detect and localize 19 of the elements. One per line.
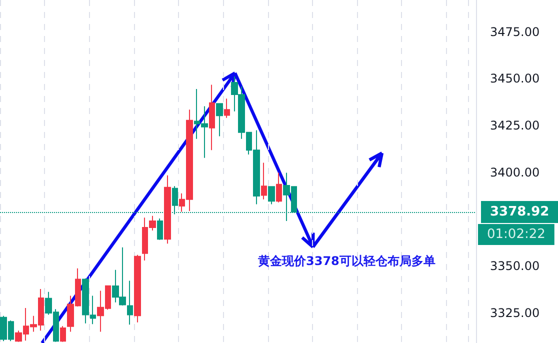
y-tick-label: 3475.00 <box>490 24 540 39</box>
text: 01:02:22 <box>487 226 546 242</box>
y-tick-label: 3400.00 <box>490 165 540 180</box>
candlestick <box>164 174 171 244</box>
candlestick <box>209 84 215 151</box>
y-tick-label: 3325.00 <box>490 306 540 320</box>
candlestick <box>276 172 282 203</box>
annotation: 黄金现价3378可以轻仓布局多单 <box>257 254 436 268</box>
candlestick <box>134 254 141 323</box>
ref-line-label: 3378.92 <box>490 204 550 220</box>
candlestick <box>216 102 223 137</box>
y-tick-label: 3450.00 <box>490 72 540 86</box>
candlestick <box>261 162 267 200</box>
candlestick <box>60 326 66 342</box>
y-tick-label: 3425.00 <box>490 118 540 133</box>
y-tick-label: 3350.00 <box>490 259 540 274</box>
candlestick <box>268 186 275 205</box>
candlestick <box>157 218 163 240</box>
candlestick <box>224 98 230 118</box>
